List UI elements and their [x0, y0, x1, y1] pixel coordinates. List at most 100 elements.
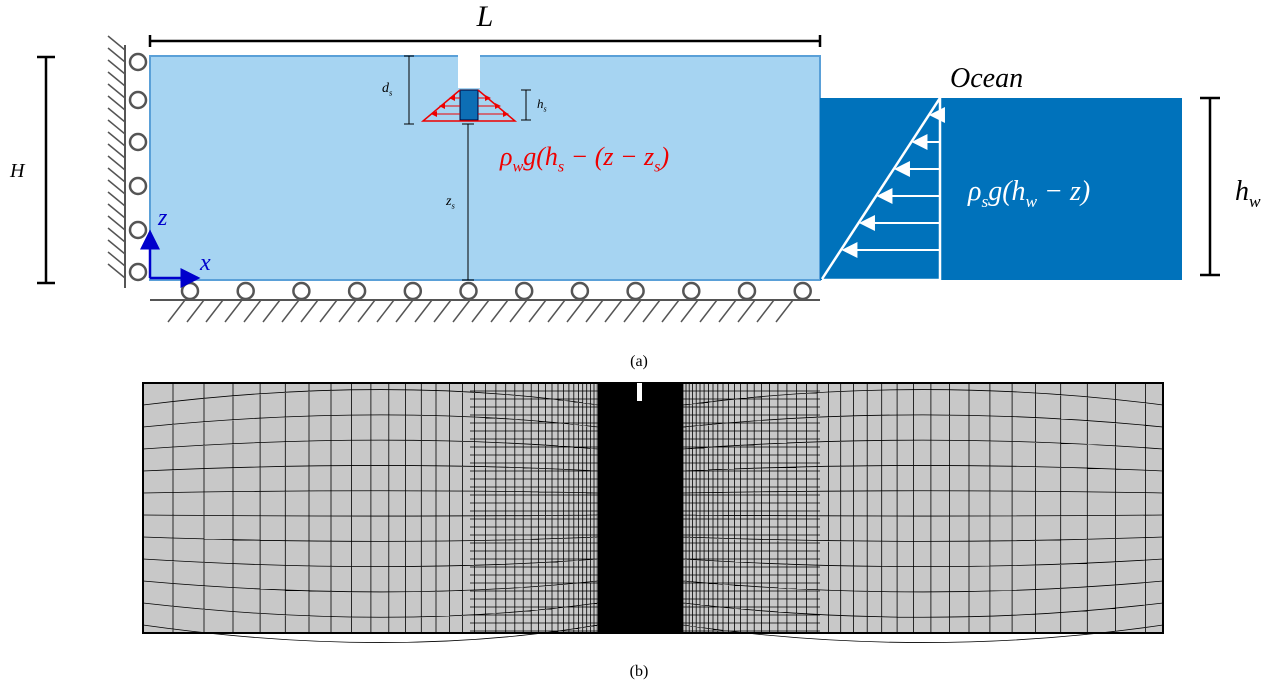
hatch [566, 299, 585, 323]
hatch [107, 227, 126, 243]
axes [140, 229, 201, 288]
supports [107, 35, 820, 323]
roller [403, 281, 423, 301]
caption: (b) [630, 663, 649, 680]
hatch [107, 131, 126, 147]
hatch [205, 299, 224, 323]
label-part: s [544, 104, 547, 113]
ice-shelf [149, 55, 821, 281]
label-x: x [199, 250, 211, 276]
hatch [107, 239, 126, 255]
roller [180, 281, 200, 301]
hatch [107, 155, 126, 171]
mesh-crevasse [637, 383, 642, 401]
hatch [680, 299, 699, 323]
hatch [585, 299, 604, 323]
roller [128, 132, 148, 152]
roller [128, 176, 148, 196]
roller [236, 281, 255, 301]
roller [347, 281, 367, 301]
label-part: x [199, 250, 211, 276]
roller [128, 52, 148, 72]
label-ocean-pressure: ρsg(hw − z) [967, 176, 1090, 211]
label-d-s: ds [382, 81, 393, 98]
label-part: L [476, 0, 494, 33]
crevasse-water [459, 89, 479, 121]
hatch [107, 263, 126, 279]
hatch [357, 299, 376, 323]
hatch [604, 299, 623, 323]
hatch [224, 299, 243, 323]
hatch [281, 299, 300, 323]
ocean-pressure-arrows [820, 93, 945, 282]
label-part: s [981, 192, 988, 211]
roller [128, 262, 148, 282]
label-part: z [445, 194, 452, 209]
dimensions [37, 35, 1220, 285]
caption: (a) [630, 353, 648, 370]
hatch [107, 119, 126, 135]
label-part: w [1249, 192, 1261, 211]
hatch [107, 47, 126, 63]
label-part: w [512, 159, 523, 176]
hatch [262, 299, 281, 323]
hatch [107, 83, 126, 99]
hatch [775, 299, 794, 323]
mesh [142, 382, 1164, 643]
roller [292, 281, 311, 301]
roller [128, 220, 148, 240]
panel-a [37, 35, 1220, 323]
hatch [107, 107, 126, 123]
roller [514, 281, 534, 301]
label-part: Ocean [950, 63, 1023, 94]
hatch [107, 71, 126, 87]
hatch [471, 299, 490, 323]
label-part: ) [658, 142, 669, 171]
roller [737, 281, 757, 301]
label-part: s [558, 159, 564, 176]
hatch [623, 299, 642, 323]
hatch [756, 299, 775, 323]
hatch [395, 299, 414, 323]
hatch [107, 95, 126, 111]
hatch [186, 299, 205, 323]
label-z: z [157, 205, 168, 231]
hatch [718, 299, 737, 323]
label-ocean: Ocean [950, 63, 1023, 94]
hatch [490, 299, 509, 323]
hatch [319, 299, 338, 323]
roller [570, 281, 590, 301]
hatch [509, 299, 528, 323]
roller [793, 281, 812, 301]
roller [682, 281, 701, 301]
label-ice-pressure: ρwg(hs − (z − zs) [499, 142, 669, 176]
label-part: s [451, 201, 455, 211]
hatch [433, 299, 452, 323]
hatch [107, 215, 126, 231]
label-part: ρ [967, 176, 981, 207]
roller [626, 281, 645, 301]
hatch [547, 299, 566, 323]
crevasse [458, 54, 480, 88]
hatch [414, 299, 433, 323]
label-part: g(h [988, 176, 1025, 207]
hatch [243, 299, 262, 323]
hatch [300, 299, 319, 323]
label-part: − z) [1037, 176, 1090, 207]
hatch [376, 299, 395, 323]
label-z-s: zs [445, 194, 455, 211]
label-part: w [1026, 192, 1038, 211]
label-h-s: hs [537, 96, 547, 113]
hatch [107, 35, 126, 51]
hatch [167, 299, 186, 323]
refined-zone [598, 383, 683, 633]
hatch [699, 299, 718, 323]
hatch [528, 299, 547, 323]
label-part: H [9, 160, 26, 182]
hatch [107, 203, 126, 219]
hatch [107, 191, 126, 207]
hatch [107, 179, 126, 195]
label-H: H [9, 160, 26, 182]
hatch [642, 299, 661, 323]
hatch [338, 299, 357, 323]
